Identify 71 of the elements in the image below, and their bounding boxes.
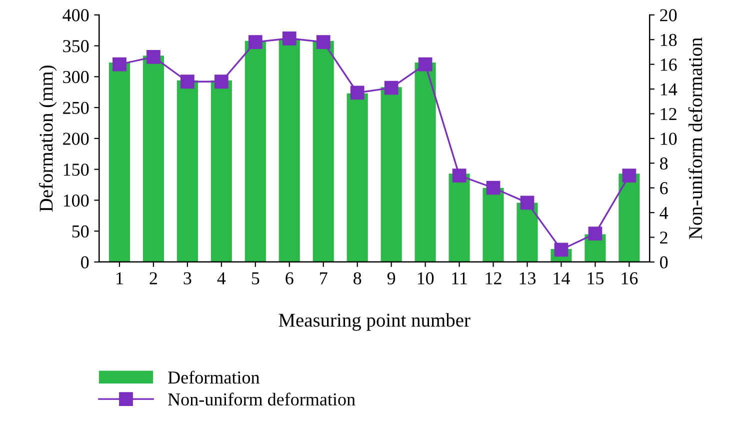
point (112, 57, 126, 72)
bar (618, 174, 640, 262)
x-tick-label: 14 (554, 272, 570, 284)
y2-tick-label: 0 (660, 256, 668, 268)
x-axis-title: Measuring point number (278, 313, 470, 331)
y-tick-label: 400 (62, 9, 89, 22)
y2-tick-label: 6 (660, 182, 668, 194)
bar (142, 56, 164, 262)
point (622, 168, 636, 182)
y2-tick-label: 4 (660, 206, 668, 219)
point (282, 31, 296, 46)
bar (380, 87, 402, 262)
bar (244, 40, 266, 262)
legend-label: Non-uniform deformation (168, 392, 356, 406)
point (384, 80, 398, 95)
y-tick-label: 0 (81, 256, 89, 268)
x-tick-label: 4 (217, 272, 226, 284)
bar (176, 80, 198, 262)
point (316, 35, 330, 50)
point (214, 74, 228, 89)
y-tick-label: 250 (63, 102, 89, 114)
point (520, 196, 534, 210)
point (588, 226, 602, 241)
point (146, 50, 160, 64)
x-tick-label: 7 (320, 272, 328, 284)
point (350, 86, 364, 100)
x-tick-label: 12 (486, 272, 502, 284)
bar (312, 40, 334, 262)
y-tick-label: 100 (64, 194, 89, 207)
y2-tick-label: 12 (660, 108, 676, 120)
bar (482, 188, 504, 262)
bar (346, 93, 368, 262)
x-tick-label: 9 (387, 272, 396, 284)
x-tick-label: 3 (184, 272, 192, 284)
bar (516, 202, 538, 262)
x-tick-label: 15 (588, 272, 604, 284)
y-axis-title: Deformation (mm) (38, 66, 57, 212)
bar (210, 80, 232, 262)
x-tick-label: 8 (354, 272, 362, 284)
bar (108, 62, 130, 262)
bar (414, 62, 436, 262)
x-tick-label: 16 (622, 272, 638, 284)
x-tick-label: 10 (418, 272, 434, 284)
y2-tick-label: 2 (660, 232, 668, 244)
x-tick-label: 13 (520, 272, 536, 284)
x-tick-label: 11 (452, 272, 467, 284)
bar (278, 39, 300, 262)
point (486, 180, 500, 195)
x-tick-label: 5 (252, 272, 260, 284)
y-tick-label: 300 (63, 70, 89, 84)
y-tick-label: 200 (63, 132, 89, 145)
x-tick-label: 2 (150, 272, 157, 284)
point (180, 74, 194, 89)
y-tick-label: 350 (63, 40, 89, 52)
y-tick-label: 50 (72, 225, 89, 238)
y2-tick-label: 16 (660, 58, 677, 71)
point (418, 57, 432, 72)
point (248, 35, 262, 50)
x-tick-label: 6 (286, 272, 294, 284)
y2-axis-title: Non-uniform deformation (688, 37, 702, 240)
point (452, 168, 466, 182)
point (554, 242, 568, 257)
x-tick-label: 1 (116, 272, 123, 284)
y2-tick-label: 14 (660, 83, 678, 96)
y-tick-label: 150 (64, 164, 89, 176)
y2-tick-label: 18 (660, 34, 677, 46)
legend-label: Deformation (168, 370, 260, 384)
y2-tick-label: 10 (660, 132, 677, 145)
y2-tick-label: 20 (660, 9, 677, 22)
bar (448, 174, 470, 262)
y2-tick-label: 8 (660, 157, 668, 170)
